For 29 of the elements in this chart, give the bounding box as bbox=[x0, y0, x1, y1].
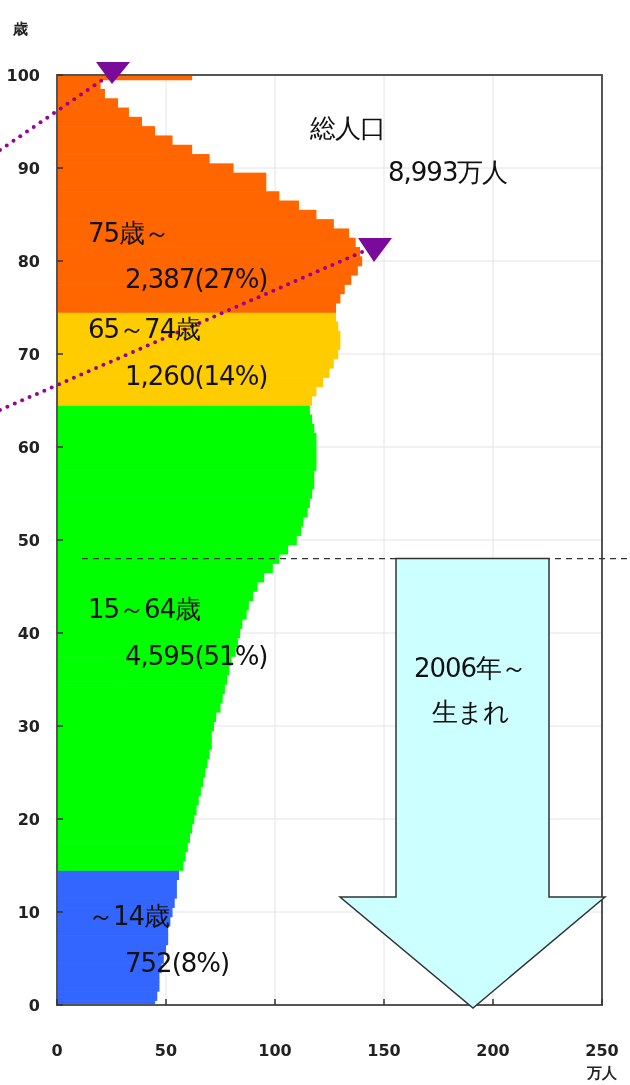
series-label: 15～64歳 bbox=[88, 594, 201, 624]
x-tick-label: 200 bbox=[476, 1041, 510, 1060]
annotation: 2006年～ bbox=[413, 653, 527, 683]
y-tick-label: 100 bbox=[6, 66, 40, 85]
series-label: 75歳～ bbox=[88, 218, 170, 248]
annotation: 総人口 bbox=[309, 113, 385, 143]
series-label: 65～74歳 bbox=[88, 314, 201, 344]
series-label: ～14歳 bbox=[88, 901, 170, 931]
x-tick-label: 50 bbox=[154, 1041, 178, 1060]
x-tick-label: 250 bbox=[585, 1041, 619, 1060]
y-tick-label: 80 bbox=[17, 252, 40, 271]
y-tick-label: 40 bbox=[17, 624, 40, 643]
y-tick-label: 0 bbox=[28, 996, 40, 1015]
y-tick-label: 60 bbox=[17, 438, 40, 457]
y-tick-label: 20 bbox=[17, 810, 40, 829]
y-tick-label: 50 bbox=[17, 531, 40, 550]
x-tick-label: 0 bbox=[51, 1041, 63, 1060]
y-tick-label: 90 bbox=[17, 159, 40, 178]
annotation: 2,387(27%) bbox=[125, 264, 268, 294]
y-tick-label: 30 bbox=[17, 717, 40, 736]
x-axis-title: 万人 bbox=[586, 1064, 618, 1082]
x-tick-label: 100 bbox=[258, 1041, 292, 1060]
y-axis-title: 歳 bbox=[11, 20, 28, 38]
y-tick-label: 70 bbox=[17, 345, 40, 364]
annotation: 8,993万人 bbox=[388, 157, 509, 187]
annotation: 1,260(14%) bbox=[125, 361, 268, 391]
x-tick-label: 150 bbox=[367, 1041, 401, 1060]
y-tick-label: 10 bbox=[17, 903, 40, 922]
annotation: 生まれ bbox=[431, 697, 509, 727]
